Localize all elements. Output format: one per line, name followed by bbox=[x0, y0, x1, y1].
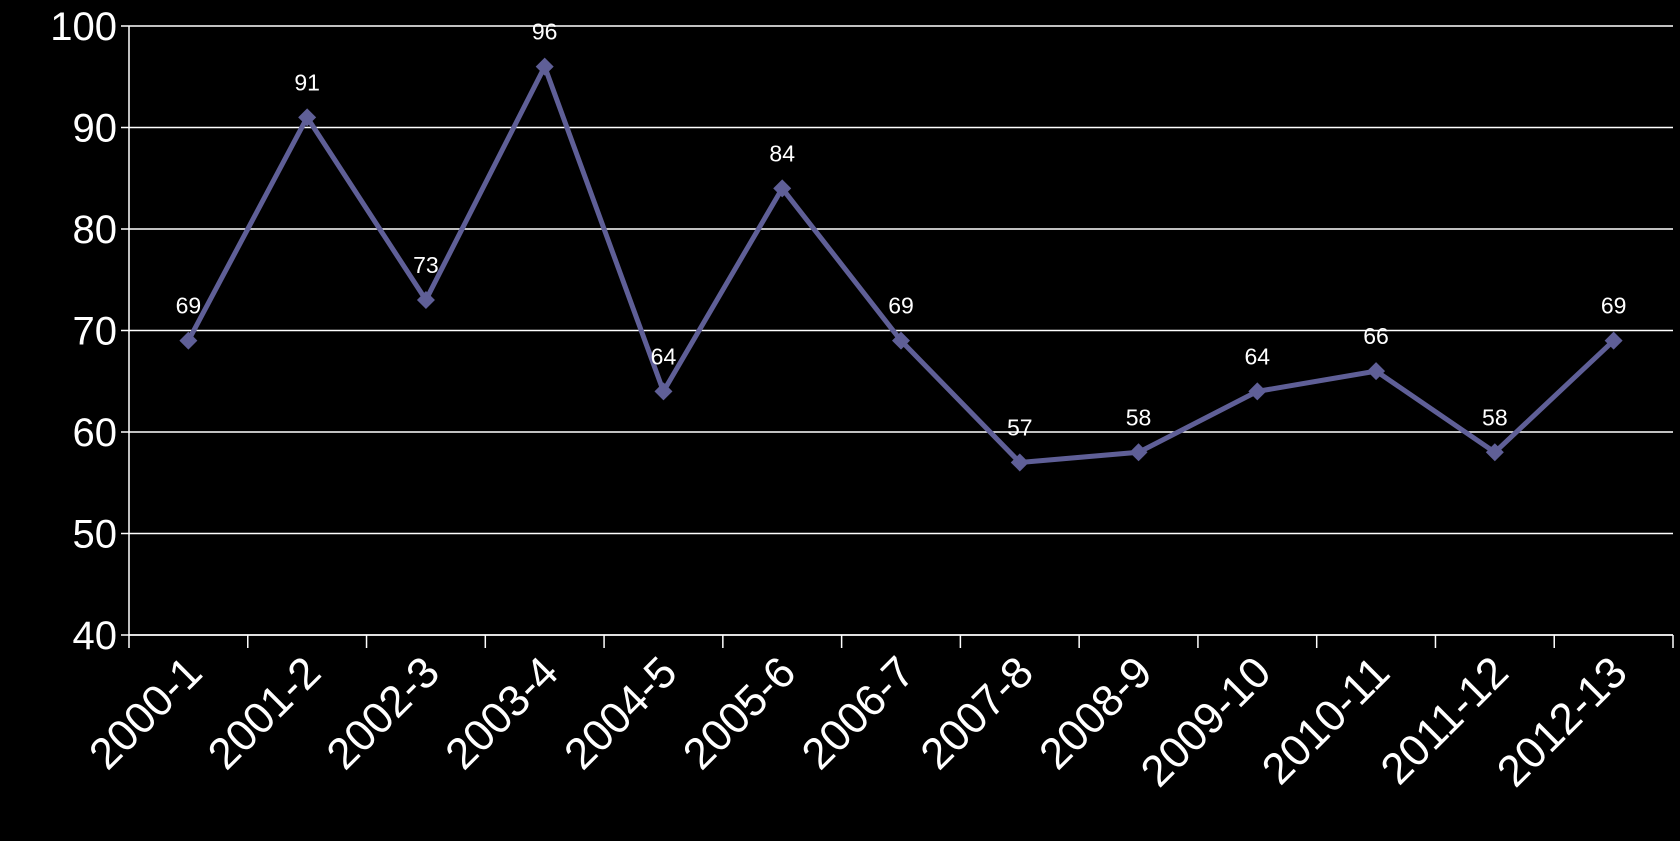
x-tick-label: 2005-6 bbox=[674, 647, 806, 779]
x-tick-label: 2004-5 bbox=[555, 647, 687, 779]
data-label: 64 bbox=[1245, 343, 1271, 369]
data-label: 84 bbox=[769, 140, 795, 166]
data-label: 64 bbox=[651, 343, 677, 369]
y-tick-label: 40 bbox=[73, 614, 118, 658]
data-label: 96 bbox=[532, 19, 558, 45]
x-tick-label: 2001-2 bbox=[199, 647, 331, 779]
data-point-marker bbox=[1129, 443, 1148, 462]
data-point-marker bbox=[1010, 453, 1029, 472]
x-tick-labels: 2000-12001-22002-32003-42004-52005-62006… bbox=[80, 647, 1637, 796]
y-tick-label: 80 bbox=[73, 208, 118, 252]
data-label: 91 bbox=[294, 69, 320, 95]
data-point-marker bbox=[535, 57, 554, 76]
data-label: 69 bbox=[1601, 293, 1627, 319]
data-point-marker bbox=[1367, 362, 1386, 381]
data-label: 57 bbox=[1007, 414, 1033, 440]
y-tick-label: 90 bbox=[73, 107, 118, 151]
x-tick-label: 2000-1 bbox=[80, 647, 212, 779]
x-tick-label: 2006-7 bbox=[793, 647, 925, 779]
data-point-marker bbox=[773, 179, 792, 198]
data-label: 73 bbox=[413, 252, 439, 278]
x-tick-label: 2010-11 bbox=[1253, 647, 1400, 794]
data-label: 66 bbox=[1363, 323, 1389, 349]
gridlines bbox=[129, 25, 1673, 636]
data-point-marker bbox=[1485, 443, 1504, 462]
y-tick-label: 100 bbox=[50, 5, 117, 49]
x-tick-label: 2007-8 bbox=[911, 647, 1043, 779]
x-tick-label: 2003-4 bbox=[436, 647, 568, 779]
x-tick-label: 2002-3 bbox=[317, 647, 449, 779]
x-tick-label: 2011-12 bbox=[1371, 647, 1518, 794]
x-tick-label: 2012-13 bbox=[1488, 647, 1637, 796]
data-point-marker bbox=[298, 108, 317, 127]
data-label: 58 bbox=[1482, 404, 1508, 430]
data-label: 58 bbox=[1126, 404, 1152, 430]
data-label: 69 bbox=[888, 293, 914, 319]
series-1 bbox=[179, 57, 1623, 472]
y-tick-label: 50 bbox=[73, 513, 118, 557]
data-point-marker bbox=[1248, 382, 1267, 401]
series-line bbox=[186, 64, 1616, 465]
x-tick-label: 2009-10 bbox=[1132, 647, 1281, 796]
data-labels: 69 91 73 96 64 84 69 57 58 64 66 58 69 bbox=[176, 19, 1627, 441]
data-label: 69 bbox=[176, 293, 202, 319]
data-point-marker bbox=[179, 331, 198, 350]
y-tick-label: 70 bbox=[73, 310, 118, 354]
data-point-marker bbox=[654, 382, 673, 401]
y-tick-label: 60 bbox=[73, 411, 118, 455]
data-point-marker bbox=[416, 291, 435, 310]
data-point-marker bbox=[1604, 331, 1623, 350]
y-tick-labels: 40 50 60 70 80 90 100 bbox=[50, 5, 117, 658]
axes bbox=[121, 25, 1674, 648]
data-point-marker bbox=[892, 331, 910, 350]
